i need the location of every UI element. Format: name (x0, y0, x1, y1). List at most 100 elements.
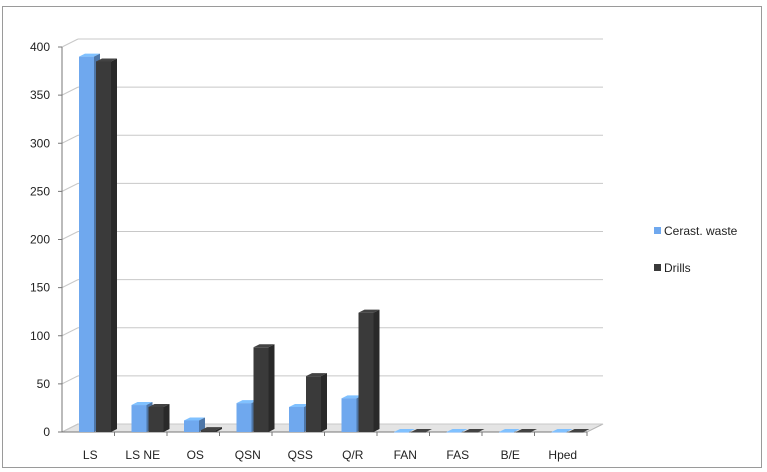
bar-top (341, 395, 363, 399)
y-tick-label: 300 (30, 136, 50, 150)
y-tick-label: 400 (30, 40, 50, 54)
x-tick-label: OS (187, 448, 204, 462)
bar-face (341, 398, 357, 432)
bar-top (236, 400, 258, 404)
bar-face (411, 432, 426, 433)
bar-top (79, 53, 100, 57)
bar-top (568, 429, 590, 432)
bar-drills-9 (568, 429, 590, 433)
gridlines (61, 38, 603, 433)
x-tick-label: QSS (288, 448, 313, 462)
bar-face (306, 376, 321, 432)
bar-top (253, 344, 275, 348)
x-tick-label: B/E (501, 448, 520, 462)
legend: Cerast. waste Drills (654, 224, 738, 275)
bar-face (446, 432, 462, 433)
bar-face (551, 432, 567, 433)
bar-top (148, 403, 170, 407)
bar-top (96, 58, 117, 62)
bar-top (131, 402, 153, 406)
bar-drills-1 (148, 403, 170, 432)
bar-face (394, 432, 409, 433)
bar-side (216, 427, 222, 432)
bar-face (499, 432, 514, 433)
legend-label-drills: Drills (664, 261, 691, 275)
x-tick-label: LS (83, 448, 98, 462)
y-tick-label: 0 (43, 425, 50, 439)
bar-side (111, 58, 117, 432)
bar-side (373, 309, 380, 432)
legend-swatch-cerast-waste (654, 227, 661, 234)
y-tick-labels: 0 50 100 150 200 250 300 350 400 (30, 40, 62, 439)
x-tick-label: QSN (235, 448, 261, 462)
bar-side (321, 373, 327, 432)
bar-cerast-waste-2 (184, 417, 205, 432)
bar-face (96, 61, 111, 432)
bar-face (131, 405, 147, 432)
gridline-diag (61, 279, 79, 289)
bar-cerast-waste-9 (551, 429, 573, 433)
bar-face (516, 432, 531, 433)
bar-drills-8 (516, 429, 537, 433)
gridline-diag (61, 231, 79, 240)
bar-drills-7 (463, 429, 485, 433)
x-tick-label: Q/R (342, 448, 364, 462)
bar-face (358, 312, 374, 432)
legend-swatch-drills (654, 264, 661, 271)
bar-top (394, 429, 415, 432)
x-tick-label: FAS (446, 448, 469, 462)
bar-cerast-waste-7 (446, 429, 468, 433)
bar-drills-3 (253, 344, 275, 432)
bar-face (289, 406, 304, 432)
bar-face (201, 430, 216, 432)
bar-top (446, 429, 468, 432)
gridline-diag (61, 86, 79, 96)
y-tick-label: 200 (30, 233, 50, 247)
bar-top (289, 403, 310, 407)
bar-side (163, 403, 170, 432)
x-tick-label: Hped (548, 448, 577, 462)
chart-frame (2, 6, 762, 468)
x-tick-label: LS NE (125, 448, 160, 462)
gridline-diag (61, 38, 79, 48)
gridline-diag (61, 134, 79, 144)
bar-face (79, 56, 94, 432)
bar-drills-6 (411, 429, 432, 433)
bar-top (201, 427, 222, 431)
bar-top (411, 429, 432, 432)
gridline-diag (61, 182, 79, 192)
y-tick-label: 250 (30, 184, 50, 198)
bar-face (184, 420, 199, 432)
bar-top (184, 417, 205, 421)
gridline-diag (61, 423, 79, 433)
gridline-diag (61, 375, 79, 385)
bar-drills-0 (96, 58, 117, 432)
bar-drills-4 (306, 373, 327, 432)
bar-face (568, 432, 584, 433)
bar-drills-2 (201, 427, 222, 432)
bar-drills-5 (358, 309, 380, 432)
gridline-diag (61, 327, 79, 337)
bar-top (358, 309, 380, 313)
bar-face (236, 403, 252, 432)
bar-side (199, 417, 205, 432)
bar-top (499, 429, 520, 432)
bar-top (551, 429, 573, 432)
bar-top (516, 429, 537, 432)
bar-face (463, 432, 479, 433)
bar-top (306, 373, 327, 377)
y-tick-label: 350 (30, 88, 50, 102)
y-tick-label: 100 (30, 329, 50, 343)
bar-cerast-waste-6 (394, 429, 415, 433)
y-tick-label: 150 (30, 281, 50, 295)
bars (79, 53, 590, 433)
bar-cerast-waste-8 (499, 429, 520, 433)
bar-side (268, 344, 275, 432)
bar-top (463, 429, 485, 432)
bar-face (148, 406, 164, 432)
bar-face (253, 347, 269, 432)
x-tick-labels: LS LS NE OS QSN QSS Q/R FAN FAS B/E Hped (83, 432, 588, 462)
x-tick-label: FAN (394, 448, 417, 462)
legend-label-cerast-waste: Cerast. waste (664, 224, 738, 238)
